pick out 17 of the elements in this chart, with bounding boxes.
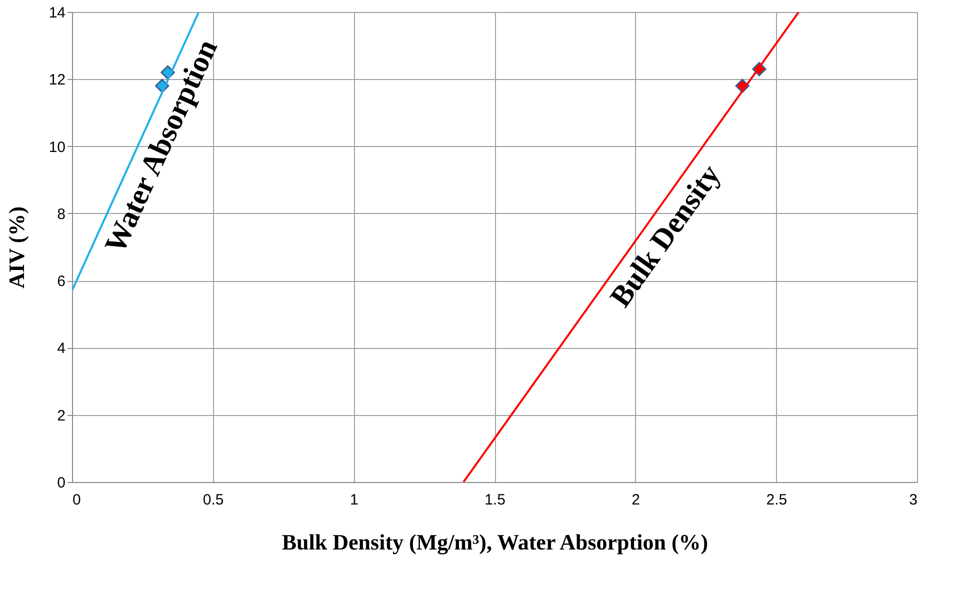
y-axis-title: AIV (%) bbox=[4, 206, 29, 289]
y-tick-label: 2 bbox=[57, 407, 66, 424]
x-tick-label: 1.5 bbox=[484, 492, 506, 508]
x-tick-label: 2.5 bbox=[766, 492, 788, 508]
y-tick-label: 6 bbox=[57, 273, 66, 290]
y-tick-label: 14 bbox=[48, 4, 66, 22]
x-tick-label: 2 bbox=[632, 492, 640, 508]
y-tick-label: 10 bbox=[48, 138, 66, 156]
y-tick-label: 12 bbox=[48, 72, 66, 89]
x-tick-label: 3 bbox=[909, 492, 918, 508]
x-tick-label: 0.5 bbox=[202, 492, 224, 508]
y-tick-label: 0 bbox=[57, 474, 66, 492]
x-axis-title: Bulk Density (Mg/m³), Water Absorption (%) bbox=[282, 530, 708, 554]
x-tick-label: 0 bbox=[72, 492, 81, 508]
x-tick-label: 1 bbox=[350, 492, 358, 508]
y-tick-label: 8 bbox=[57, 206, 66, 223]
y-tick-label: 4 bbox=[57, 340, 66, 358]
